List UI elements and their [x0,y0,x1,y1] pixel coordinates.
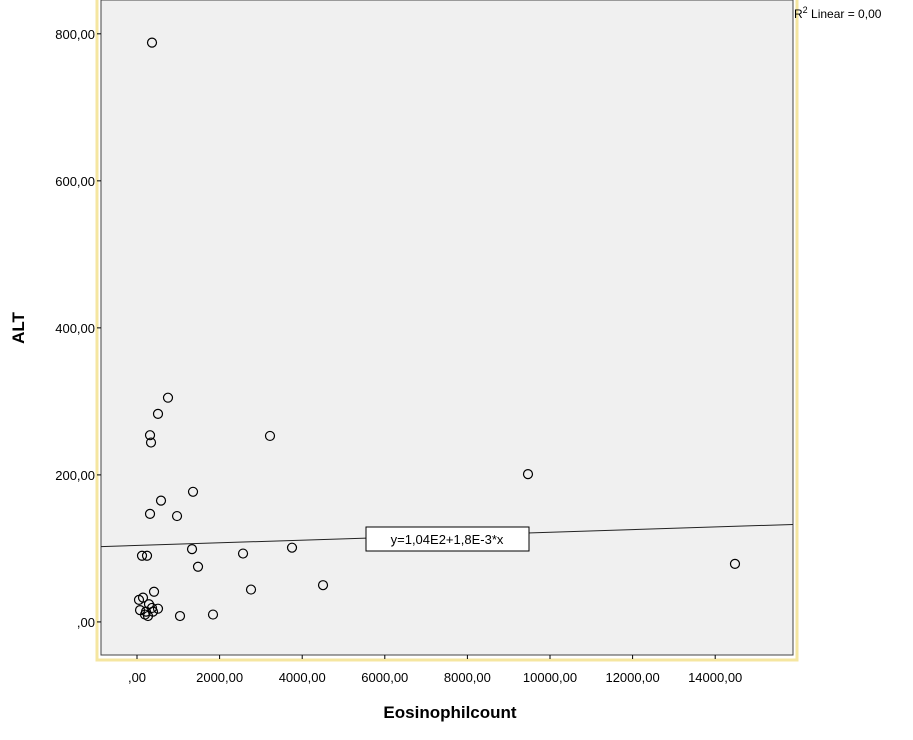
point [317,580,329,591]
point [245,584,257,595]
y-tick-label: 400,00 [55,321,95,336]
y-tick-label: 800,00 [55,27,95,42]
r2-text: Linear = 0,00 [808,7,882,21]
point [162,392,174,403]
y-tick-label: 200,00 [55,468,95,483]
fit-label-text: y=1,04E2+1,8E-3*x [391,532,504,547]
point [187,486,199,497]
x-tick-label: 6000,00 [361,670,408,685]
point [174,610,186,622]
x-tick-label: 4000,00 [279,670,326,685]
point [522,469,534,480]
point [148,586,160,597]
fit-label-box [365,526,530,552]
point [145,437,157,448]
point [152,408,164,419]
plot-area [100,0,794,656]
x-tick-label: ,00 [128,670,146,685]
point [286,542,298,553]
point [144,430,156,441]
x-tick-label: 12000,00 [605,670,659,685]
r2-sup: 2 [803,5,808,15]
x-tick-label: 10000,00 [523,670,577,685]
point [136,550,148,561]
x-tick-label: 2000,00 [196,670,243,685]
point [237,548,249,559]
point [186,544,198,555]
point [146,37,158,48]
point [141,550,153,561]
y-tick-label: ,00 [77,615,95,630]
point [207,609,219,620]
r2-prefix: R [794,7,803,21]
point [729,558,741,569]
x-axis-title: Eosinophilcount [383,703,516,722]
r2-label: R2 Linear = 0,00 [794,5,882,21]
x-tick-label: 8000,00 [444,670,491,685]
x-tick-label: 14000,00 [688,670,742,685]
point [155,495,167,506]
y-axis-title: ALT [9,311,28,343]
point [264,430,276,442]
y-tick-label: 600,00 [55,174,95,189]
point [144,508,156,519]
point [192,561,204,572]
fit-label: y=1,04E2+1,8E-3*x [365,526,530,552]
point [152,603,164,614]
point [142,610,154,622]
point [137,592,149,603]
point [171,510,183,522]
